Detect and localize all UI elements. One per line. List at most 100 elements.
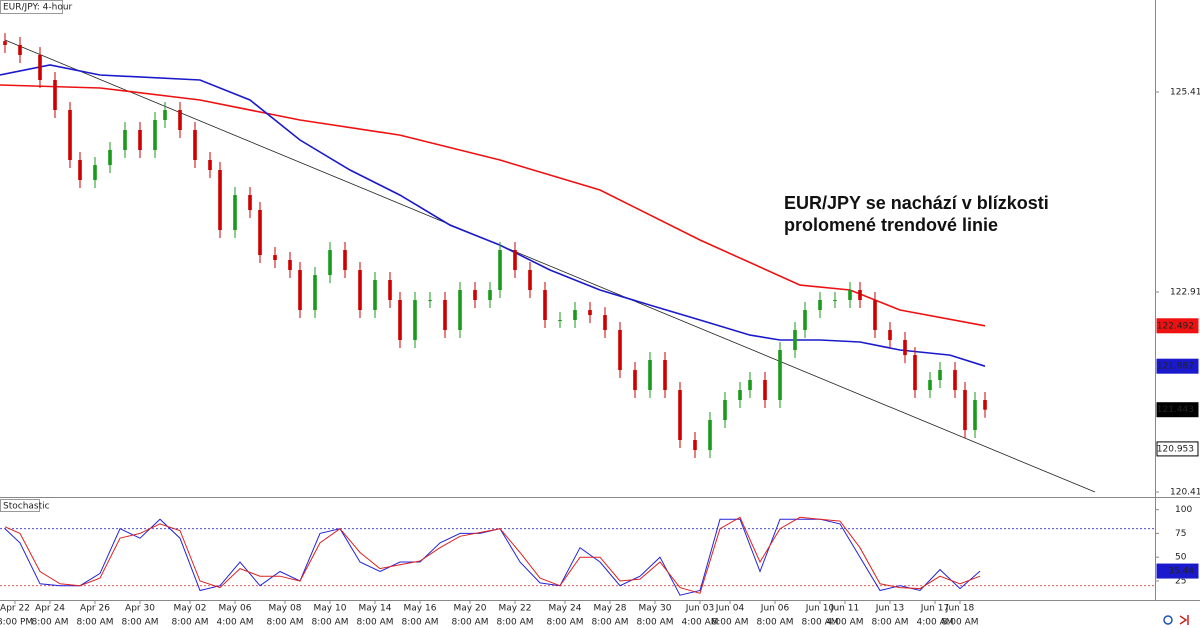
candle-body (298, 270, 302, 311)
x-tick-label: Apr 26 (80, 604, 110, 614)
x-tick-label: Jun 11 (830, 604, 859, 614)
x-tick-time: 8:00 AM (77, 618, 114, 628)
x-tick-label: May 08 (269, 604, 302, 614)
candle-body (288, 260, 292, 271)
y-tick-label: 50 (1175, 553, 1187, 563)
x-tick-label: Jun 18 (945, 604, 975, 614)
candle-body (163, 110, 167, 121)
price-marker-label: 35.44 (1168, 567, 1194, 577)
candle-body (513, 250, 517, 271)
x-tick-label: Jun 03 (685, 604, 714, 614)
x-tick-label: Apr 22 (0, 604, 30, 614)
x-tick-time: 8:00 AM (32, 618, 69, 628)
candle-body (913, 355, 917, 391)
candle-body (528, 270, 532, 291)
toolbar-icons[interactable] (1163, 615, 1189, 625)
icon-end[interactable] (1179, 615, 1189, 625)
x-tick-label: May 20 (454, 604, 487, 614)
candle-body (153, 120, 157, 151)
candle-body (588, 310, 592, 316)
candle-body (258, 210, 262, 256)
x-tick-label: Jun 06 (760, 604, 790, 614)
candle-body (678, 390, 682, 441)
annotation: EUR/JPY se nachází v blízkosti (784, 193, 1049, 213)
candle-body (178, 110, 182, 131)
x-tick-label: May 28 (594, 604, 627, 614)
candle-body (343, 250, 347, 271)
candle-body (983, 400, 987, 410)
candle-body (928, 380, 932, 391)
y-tick-label: 122.914 (1170, 288, 1200, 298)
icon-link[interactable] (1163, 615, 1173, 625)
candle-body (78, 160, 82, 181)
candle-body (748, 380, 752, 391)
candle-body (388, 280, 392, 301)
candle-body (208, 160, 212, 171)
x-tick-label: May 16 (404, 604, 437, 614)
stochastic-line (4, 516, 981, 594)
x-tick-label: Apr 30 (125, 604, 155, 614)
candle-body (193, 130, 197, 161)
x-tick-time: 8:00 AM (497, 618, 534, 628)
candle-body (53, 80, 57, 111)
candle-body (373, 280, 377, 311)
x-tick-time: 8:00 AM (757, 618, 794, 628)
candle-body (138, 130, 142, 151)
price-marker (1156, 563, 1199, 579)
candle-body (18, 44, 22, 55)
candle-body (663, 360, 667, 391)
candle-body (723, 400, 727, 421)
x-tick-time: 4:00 AM (217, 618, 254, 628)
x-tick-time: 8:00 PM (0, 618, 33, 628)
candle-body (763, 380, 767, 401)
candle-body (108, 150, 112, 166)
price-marker (1156, 318, 1199, 334)
price-marker (1156, 402, 1199, 418)
candle-body (398, 300, 402, 341)
x-tick-time: 4:00 AM (682, 618, 719, 628)
x-tick-time: 8:00 AM (357, 618, 394, 628)
candle-body (818, 300, 822, 311)
candle-body (973, 400, 977, 431)
candle-body (248, 195, 252, 211)
x-tick-label: May 06 (219, 604, 252, 614)
x-tick-time: 4:00 AM (917, 618, 954, 628)
y-tick-label: 25 (1175, 576, 1186, 586)
candle-body (313, 275, 317, 311)
x-tick-time: 8:00 AM (547, 618, 584, 628)
candle-body (68, 110, 72, 161)
candle-body (3, 41, 7, 45)
candle-body (93, 165, 97, 181)
candle-body (778, 350, 782, 401)
x-tick-time: 8:00 AM (312, 618, 349, 628)
x-tick-label: May 22 (499, 604, 532, 614)
title-box (0, 0, 63, 14)
candle-body (888, 330, 892, 341)
x-tick-time: 8:00 AM (592, 618, 629, 628)
price-marker-label: 121.987 (1157, 362, 1194, 372)
x-tick-label: Jun 17 (920, 604, 949, 614)
candle-body (123, 130, 127, 151)
candle-body (358, 270, 362, 311)
stoch-title-box (0, 499, 40, 512)
price-marker (1156, 441, 1199, 457)
moving-average (0, 64, 986, 367)
price-marker-label: 120.953 (1157, 444, 1194, 454)
x-tick-time: 8:00 AM (802, 618, 839, 628)
x-tick-label: May 02 (174, 604, 207, 614)
y-tick-label: 75 (1175, 529, 1186, 539)
x-tick-time: 8:00 AM (872, 618, 909, 628)
candle-body (903, 340, 907, 356)
x-tick-time: 8:00 AM (402, 618, 439, 628)
candle-body (633, 370, 637, 391)
candle-body (848, 290, 852, 301)
x-tick-label: Jun 13 (875, 604, 904, 614)
candle-body (38, 54, 42, 81)
candle-body (428, 300, 432, 302)
y-tick-label: 100 (1175, 505, 1192, 515)
x-tick-label: May 24 (549, 604, 582, 614)
candle-body (218, 170, 222, 231)
x-tick-label: Jun 04 (715, 604, 745, 614)
